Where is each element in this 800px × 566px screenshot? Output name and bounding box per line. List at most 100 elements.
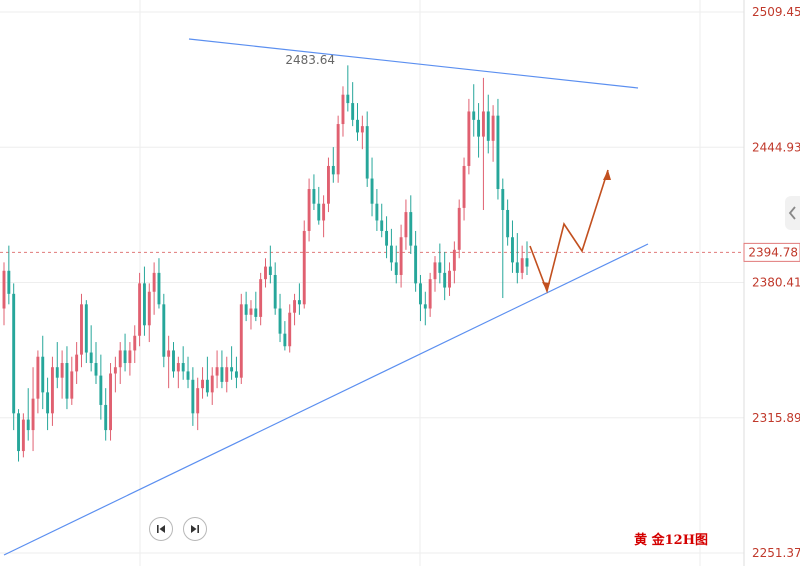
candle-body bbox=[147, 291, 151, 326]
candle-body bbox=[142, 283, 146, 326]
candles bbox=[2, 65, 529, 462]
candle-body bbox=[21, 419, 25, 452]
candle-body bbox=[394, 262, 398, 275]
chevron-left-icon bbox=[788, 206, 796, 220]
candle-body bbox=[167, 350, 171, 357]
current-price-tag: 2394.78 bbox=[743, 242, 800, 262]
candle-body bbox=[234, 371, 238, 378]
candle-body bbox=[506, 209, 510, 238]
peak-price-label: 2483.64 bbox=[285, 53, 335, 67]
candle-body bbox=[2, 270, 6, 309]
price-axis-label: 2380.41 bbox=[752, 276, 800, 290]
projection-arrowhead-down bbox=[542, 282, 550, 291]
candle-body bbox=[94, 363, 98, 376]
candle-body bbox=[128, 350, 132, 364]
candle-body bbox=[254, 308, 258, 317]
candle-body bbox=[307, 189, 311, 231]
candle-body bbox=[346, 94, 350, 104]
candle-body bbox=[84, 304, 88, 353]
candle-body bbox=[404, 212, 408, 238]
candle-body bbox=[60, 363, 64, 378]
candle-body bbox=[123, 350, 127, 364]
candle-body bbox=[172, 350, 175, 372]
candle-body bbox=[36, 356, 40, 399]
candle-body bbox=[520, 258, 524, 273]
candle-body bbox=[89, 352, 93, 364]
candle-body bbox=[220, 367, 224, 382]
candle-body bbox=[278, 308, 282, 334]
candle-body bbox=[525, 258, 529, 267]
candle-body bbox=[157, 272, 161, 305]
candle-body bbox=[312, 189, 316, 204]
candle-body bbox=[41, 356, 45, 393]
candle-body bbox=[293, 300, 297, 313]
candle-body bbox=[196, 388, 200, 414]
candle-body bbox=[201, 379, 204, 389]
skip-back-icon bbox=[157, 525, 165, 533]
candle-body bbox=[302, 230, 306, 305]
price-axis-label: 2315.89 bbox=[752, 411, 800, 425]
candle-body bbox=[55, 367, 59, 378]
skip-back-button[interactable] bbox=[149, 517, 173, 541]
panel-collapse-handle[interactable] bbox=[785, 196, 800, 230]
candle-body bbox=[162, 304, 166, 357]
candle-body bbox=[452, 249, 456, 271]
candle-body bbox=[414, 245, 418, 284]
skip-forward-button[interactable] bbox=[183, 517, 207, 541]
candle-body bbox=[380, 220, 384, 231]
candle-body bbox=[472, 111, 476, 120]
candle-body bbox=[230, 367, 234, 372]
candle-body bbox=[443, 272, 447, 288]
candle-body bbox=[336, 124, 340, 175]
candle-body bbox=[210, 375, 214, 393]
candle-body bbox=[297, 300, 301, 305]
candle-body bbox=[317, 203, 321, 221]
candle-body bbox=[113, 367, 117, 374]
candle-body bbox=[259, 279, 263, 317]
candle-body bbox=[360, 126, 364, 133]
price-axis-label: 2251.37 bbox=[752, 546, 800, 560]
projection-arrowhead-up bbox=[603, 170, 611, 180]
candle-body bbox=[481, 111, 485, 137]
candle-body bbox=[448, 270, 451, 288]
skip-forward-icon bbox=[191, 525, 199, 533]
candle-body bbox=[322, 203, 326, 221]
candle-body bbox=[181, 363, 185, 372]
candle-body bbox=[409, 212, 413, 246]
candle-body bbox=[515, 262, 519, 273]
candle-body bbox=[31, 398, 35, 431]
candle-body bbox=[331, 165, 335, 175]
candle-body bbox=[462, 165, 466, 208]
candle-body bbox=[70, 371, 74, 399]
candle-body bbox=[496, 115, 500, 190]
candle-body bbox=[133, 335, 137, 351]
candle-body bbox=[370, 178, 374, 204]
candle-body bbox=[205, 379, 209, 393]
candle-body bbox=[467, 111, 471, 166]
candle-body bbox=[356, 119, 359, 133]
candle-body bbox=[118, 350, 122, 368]
lower-trendline bbox=[3, 243, 649, 556]
candle-body bbox=[438, 262, 442, 273]
candle-body bbox=[351, 103, 355, 120]
candle-body bbox=[288, 312, 292, 347]
trendlines bbox=[3, 38, 649, 556]
candle-body bbox=[264, 266, 267, 280]
candle-body bbox=[80, 304, 83, 355]
candle-body bbox=[428, 279, 432, 309]
candle-body bbox=[75, 354, 79, 372]
grid-lines bbox=[0, 0, 745, 566]
candle-body bbox=[46, 392, 50, 414]
projection-line bbox=[529, 169, 609, 294]
candle-body bbox=[273, 274, 277, 309]
candle-body bbox=[152, 272, 156, 292]
candle-body bbox=[138, 283, 142, 336]
candle-body bbox=[191, 379, 195, 414]
candle-body bbox=[268, 266, 272, 275]
price-axis-label: 2509.45 bbox=[752, 5, 800, 19]
candle-body bbox=[375, 203, 379, 221]
candle-body bbox=[244, 304, 248, 315]
candle-body bbox=[511, 237, 514, 263]
projection-path bbox=[529, 169, 611, 294]
candle-body bbox=[26, 419, 30, 431]
